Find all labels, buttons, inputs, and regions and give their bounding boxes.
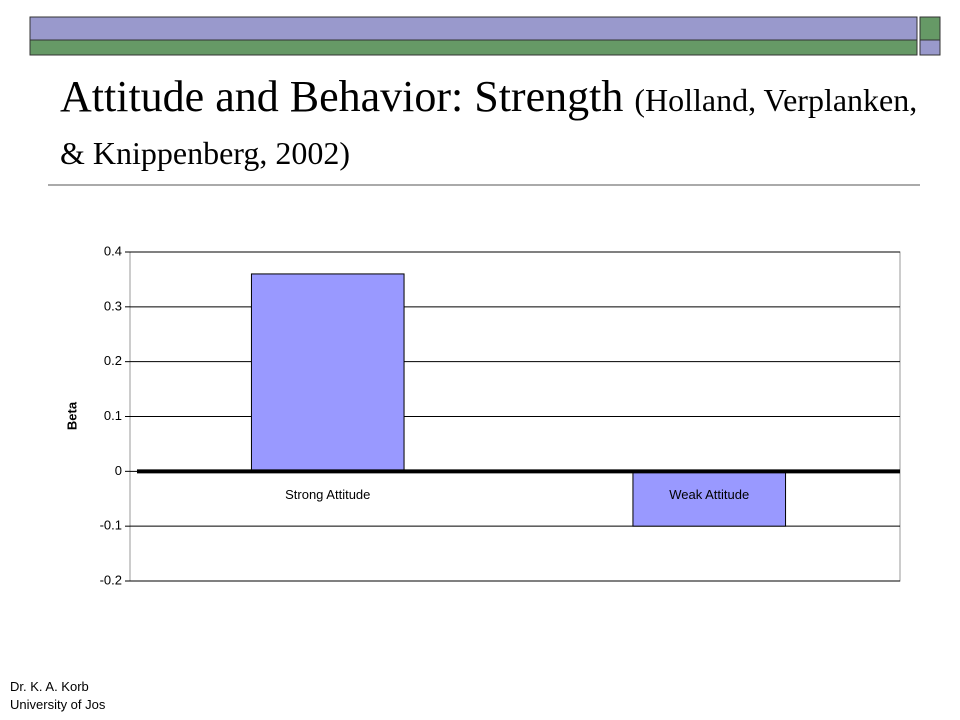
header-bar	[29, 39, 918, 56]
bar	[250, 273, 405, 472]
x-tick-label: Strong Attitude	[285, 487, 370, 502]
title-main: Attitude and Behavior: Strength	[60, 72, 624, 121]
x-tick-label: Weak Attitude	[669, 487, 749, 502]
title-citation: (Holland, Verplanken, & Knippenberg, 200…	[60, 82, 918, 171]
header-square	[919, 16, 941, 41]
y-tick-label: 0	[115, 463, 122, 478]
y-tick-label: 0.2	[104, 353, 122, 368]
footer: Dr. K. A. Korb University of Jos	[10, 678, 105, 714]
y-tick-label: 0.4	[104, 243, 122, 258]
title: Attitude and Behavior: Strength (Holland…	[60, 72, 940, 178]
y-tick-label: 0.3	[104, 298, 122, 313]
y-tick-label: -0.2	[100, 572, 122, 587]
footer-line: University of Jos	[10, 697, 106, 712]
header-square	[919, 39, 941, 56]
y-tick-label: 0.1	[104, 408, 122, 423]
y-axis-label: Beta	[64, 401, 79, 430]
header-bar	[29, 16, 918, 41]
y-tick-label: -0.1	[100, 518, 122, 533]
footer-line: Dr. K. A. Korb	[10, 679, 89, 694]
bar	[632, 470, 787, 527]
